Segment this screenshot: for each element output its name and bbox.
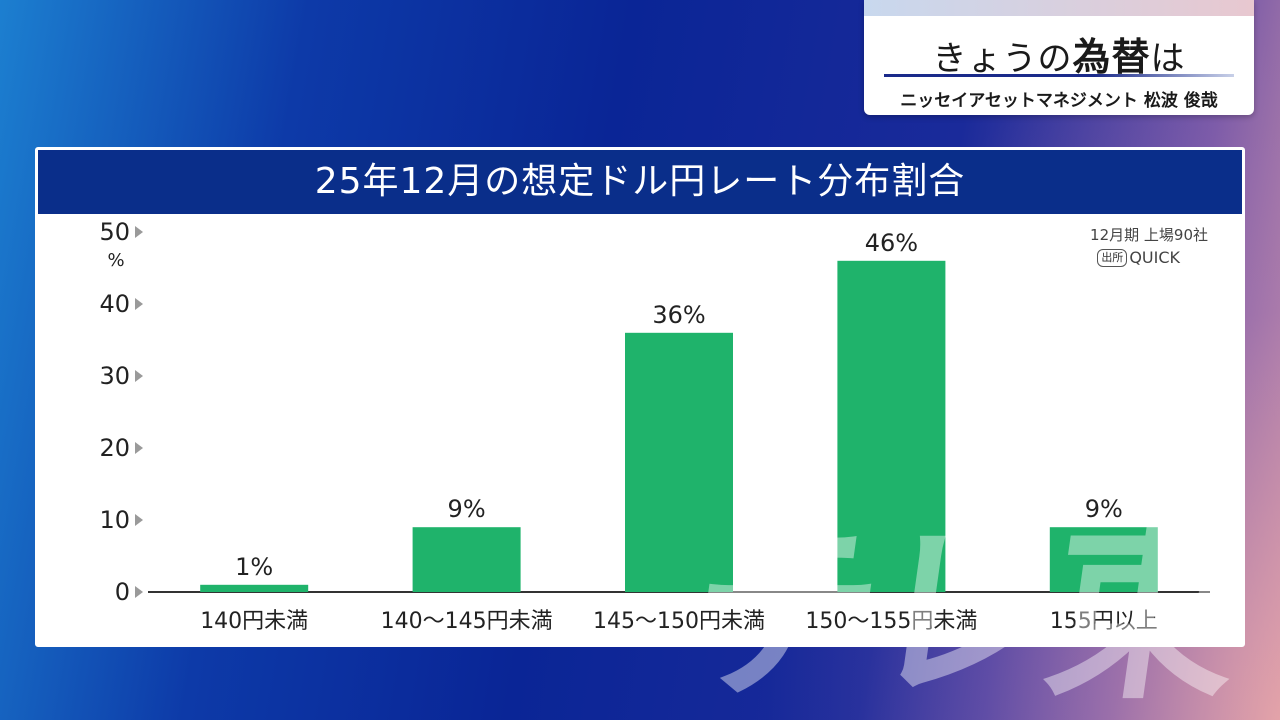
bar-value-label: 46%	[865, 229, 918, 257]
bar	[412, 527, 521, 592]
x-category-label: 140円未満	[200, 609, 308, 634]
x-category-label: 140〜145円未満	[381, 609, 553, 634]
source-name: QUICK	[1129, 248, 1180, 267]
y-tick-arrow	[135, 298, 143, 310]
caption-subtitle: ニッセイアセットマネジメント 松波 俊哉	[900, 91, 1218, 111]
y-tick-label: 20	[99, 434, 130, 462]
chart-title: 25年12月の想定ドル円レート分布割合	[38, 150, 1242, 214]
source-note: 12月期 上場90社	[1090, 226, 1208, 244]
x-category-label: 155円以上	[1050, 609, 1158, 634]
bar	[625, 332, 733, 592]
bar-value-label: 9%	[1085, 495, 1123, 523]
y-tick-arrow	[135, 442, 143, 454]
caption-title-prefix: きょうの	[932, 39, 1073, 79]
y-tick-arrow	[135, 226, 143, 238]
y-tick-arrow	[135, 586, 143, 598]
bar-value-label: 36%	[652, 301, 705, 329]
caption-title-emphasis: 為替	[1072, 35, 1151, 79]
y-tick-label: 0	[115, 578, 130, 606]
y-tick-label: 40	[99, 290, 130, 318]
y-tick-label: 50	[99, 218, 130, 246]
source-badge: 出所	[1097, 248, 1128, 267]
bar-value-label: 9%	[448, 495, 486, 523]
program-caption: きょうの為替は ニッセイアセットマネジメント 松波 俊哉	[864, 0, 1254, 115]
bar	[200, 584, 309, 592]
y-tick-arrow	[135, 514, 143, 526]
y-tick-arrow	[135, 370, 143, 382]
tv-watermark: テレ東	[675, 510, 1246, 720]
bar-value-label: 1%	[235, 553, 273, 581]
caption-title: きょうの為替は	[864, 26, 1254, 81]
bar-chart: 0 10 20 30 40 50% 1% 140円未満 9% 140〜145円未満 36% 145〜1…	[99, 218, 1210, 634]
y-unit-label: %	[107, 250, 124, 271]
chart-panel: 25年12月の想定ドル円レート分布割合 12月期 上場90社 出所 QUICK 0…	[35, 147, 1245, 647]
caption-divider	[884, 74, 1234, 77]
x-category-label: 150〜155円未満	[805, 609, 977, 634]
source-attribution: 出所 QUICK	[1097, 248, 1180, 267]
caption-top-band	[864, 0, 1254, 16]
caption-title-suffix: は	[1150, 39, 1186, 79]
y-tick-label: 10	[99, 506, 130, 534]
bar	[1049, 527, 1158, 592]
x-category-label: 145〜150円未満	[593, 609, 765, 634]
y-tick-label: 30	[99, 362, 130, 390]
bar	[837, 260, 946, 592]
